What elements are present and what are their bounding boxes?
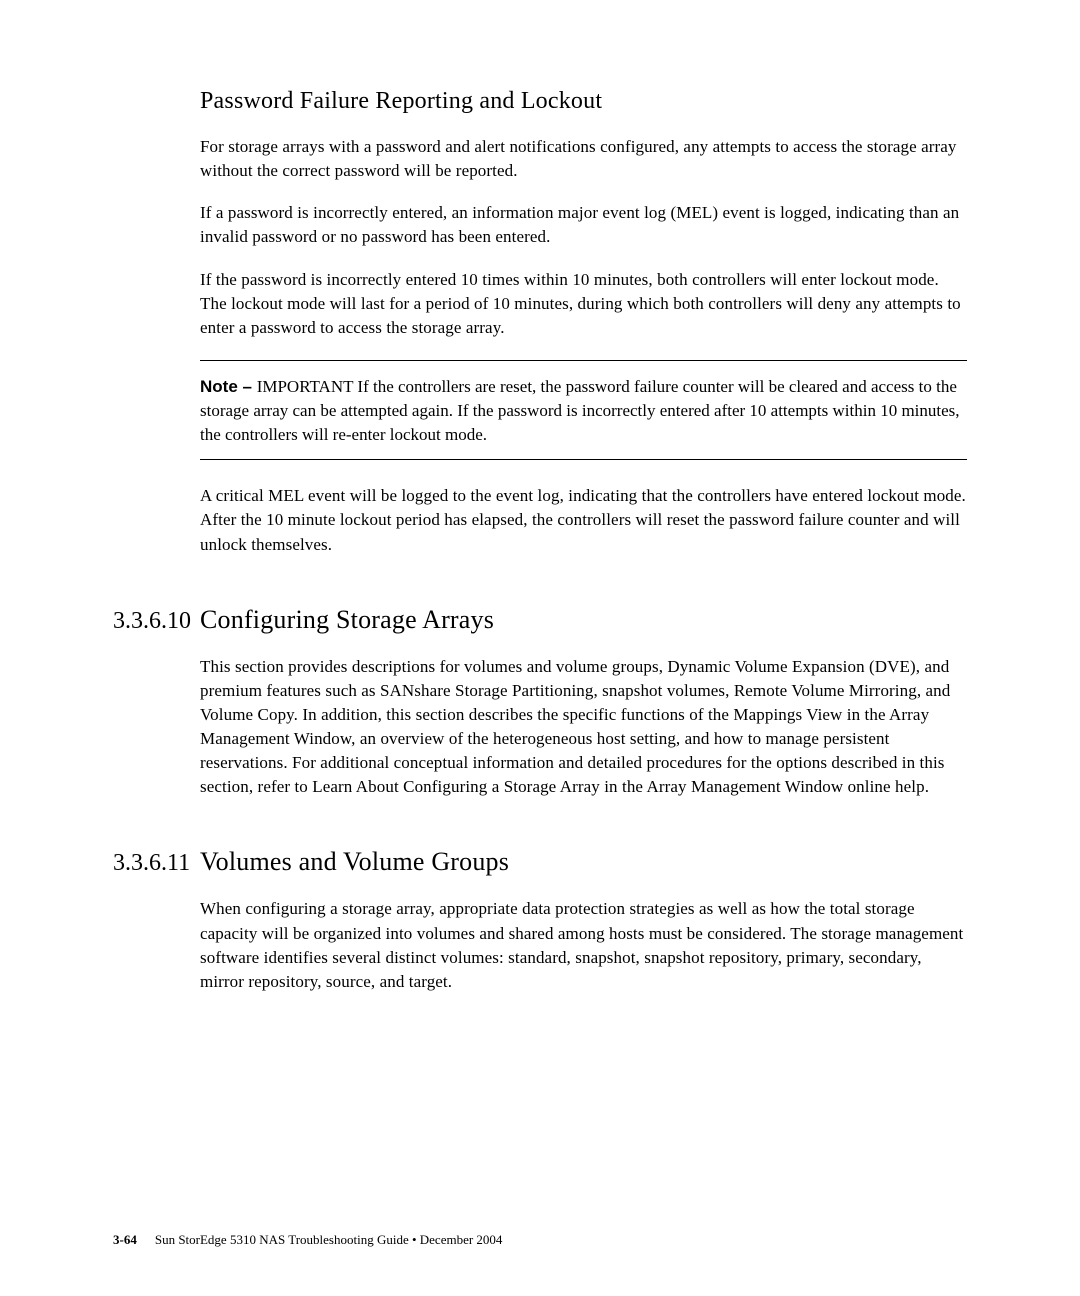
subsection-title: Password Failure Reporting and Lockout <box>200 88 967 115</box>
body-paragraph: If the password is incorrectly entered 1… <box>200 268 967 340</box>
section-title: Volumes and Volume Groups <box>200 847 509 877</box>
note-text: Note – IMPORTANT If the controllers are … <box>200 375 967 447</box>
section-body: This section provides descriptions for v… <box>200 655 967 800</box>
section-heading-row: 3.3.6.10 Configuring Storage Arrays <box>113 605 967 635</box>
body-paragraph: For storage arrays with a password and a… <box>200 135 967 183</box>
footer-document-title: Sun StorEdge 5310 NAS Troubleshooting Gu… <box>155 1232 503 1247</box>
body-paragraph: This section provides descriptions for v… <box>200 655 967 800</box>
footer-page-number: 3-64 <box>113 1232 137 1247</box>
page-footer: 3-64 Sun StorEdge 5310 NAS Troubleshootin… <box>113 1232 502 1248</box>
section-body: When configuring a storage array, approp… <box>200 897 967 994</box>
section-heading-row: 3.3.6.11 Volumes and Volume Groups <box>113 847 967 877</box>
body-paragraph: A critical MEL event will be logged to t… <box>200 484 967 556</box>
page-content: Password Failure Reporting and Lockout F… <box>0 0 1080 994</box>
section-number: 3.3.6.10 <box>113 608 200 635</box>
section-number: 3.3.6.11 <box>113 850 200 877</box>
subsection-password-failure: Password Failure Reporting and Lockout F… <box>200 88 967 557</box>
note-body: IMPORTANT If the controllers are reset, … <box>200 377 960 444</box>
section-title: Configuring Storage Arrays <box>200 605 494 635</box>
note-box: Note – IMPORTANT If the controllers are … <box>200 360 967 460</box>
body-paragraph: If a password is incorrectly entered, an… <box>200 201 967 249</box>
body-paragraph: When configuring a storage array, approp… <box>200 897 967 994</box>
note-label: Note – <box>200 377 257 396</box>
